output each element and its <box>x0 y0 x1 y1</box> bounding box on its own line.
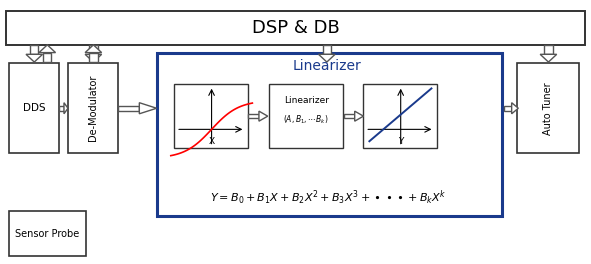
Text: DDS: DDS <box>23 103 46 113</box>
Polygon shape <box>259 111 268 121</box>
FancyBboxPatch shape <box>43 53 51 62</box>
Text: Auto Tuner: Auto Tuner <box>544 82 553 135</box>
FancyBboxPatch shape <box>30 45 38 54</box>
Text: DSP & DB: DSP & DB <box>252 19 339 37</box>
FancyBboxPatch shape <box>9 63 59 153</box>
FancyBboxPatch shape <box>544 45 553 54</box>
Polygon shape <box>139 103 157 114</box>
Text: Sensor Probe: Sensor Probe <box>15 229 79 239</box>
Polygon shape <box>355 111 363 121</box>
Text: $Y= B_0 + B_1X+ B_2X^2+ B_3X^3+ \bullet \bullet \bullet + B_kX^k$: $Y= B_0 + B_1X+ B_2X^2+ B_3X^3+ \bullet … <box>210 189 446 207</box>
Polygon shape <box>319 54 335 62</box>
Text: X: X <box>209 137 215 146</box>
FancyBboxPatch shape <box>248 114 259 119</box>
FancyBboxPatch shape <box>363 84 437 148</box>
Text: $(A,B_1,\cdots B_k)$: $(A,B_1,\cdots B_k)$ <box>284 114 329 126</box>
FancyBboxPatch shape <box>89 45 98 54</box>
Polygon shape <box>540 54 557 62</box>
FancyBboxPatch shape <box>344 114 355 119</box>
Text: De-Modulator: De-Modulator <box>89 75 98 142</box>
FancyBboxPatch shape <box>59 106 64 111</box>
Polygon shape <box>512 103 518 114</box>
Polygon shape <box>39 45 56 53</box>
Text: Linearizer: Linearizer <box>293 59 361 73</box>
FancyBboxPatch shape <box>9 211 86 256</box>
FancyBboxPatch shape <box>517 63 579 153</box>
Polygon shape <box>64 103 68 114</box>
FancyBboxPatch shape <box>68 63 118 153</box>
FancyBboxPatch shape <box>174 84 248 148</box>
FancyBboxPatch shape <box>323 45 331 54</box>
FancyBboxPatch shape <box>504 106 512 111</box>
Text: Linearizer: Linearizer <box>284 96 329 105</box>
Polygon shape <box>85 45 102 53</box>
FancyBboxPatch shape <box>89 53 98 62</box>
Polygon shape <box>26 54 43 62</box>
Text: Y: Y <box>398 137 404 146</box>
FancyBboxPatch shape <box>6 11 585 45</box>
FancyBboxPatch shape <box>269 84 343 148</box>
Polygon shape <box>85 54 102 62</box>
FancyBboxPatch shape <box>157 53 502 216</box>
FancyBboxPatch shape <box>118 106 139 111</box>
